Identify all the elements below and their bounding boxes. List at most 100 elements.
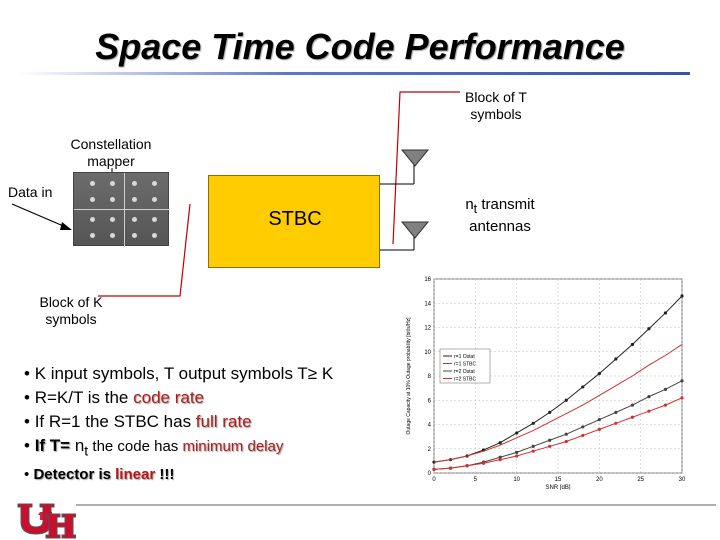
constellation-point	[110, 233, 115, 238]
data-point	[630, 403, 634, 407]
bullet-item: • R=K/T is the code rate	[24, 386, 333, 410]
series-line	[433, 344, 683, 463]
bullet-dot: •	[24, 436, 30, 455]
constellation-point	[132, 181, 137, 186]
bullet-4-mid: the code has	[88, 438, 183, 455]
data-point	[548, 410, 552, 414]
constellation-grid	[73, 172, 170, 247]
data-point	[614, 357, 618, 361]
legend-label: r=1 STBC	[454, 362, 476, 368]
data-point	[581, 433, 585, 438]
data-point	[581, 385, 585, 389]
data-point	[564, 432, 568, 436]
linear-highlight: linear	[115, 466, 156, 484]
data-point	[432, 467, 436, 471]
data-point	[448, 466, 453, 470]
bullet-item: • If R=1 the STBC has full rate	[24, 410, 333, 434]
data-point	[614, 421, 618, 425]
stbc-label: STBC	[268, 208, 322, 230]
data-point	[515, 450, 519, 454]
data-point	[498, 441, 502, 445]
antennas-line: antennas	[469, 218, 531, 235]
bullet-dot: •	[24, 388, 30, 407]
legend-label: r=2 Ostat	[454, 369, 475, 375]
constellation-point	[110, 197, 115, 202]
block-t-leader	[392, 91, 460, 245]
constellation-point	[132, 197, 137, 202]
constellation-point	[90, 217, 95, 222]
constellation-point	[132, 233, 137, 238]
bullet-dot: •	[24, 466, 30, 484]
legend-label: r=2 STBC	[454, 377, 476, 383]
data-point	[498, 455, 502, 459]
data-point	[515, 431, 519, 435]
bullet-5-end: !!!	[155, 466, 175, 484]
data-in-arrow	[11, 203, 69, 229]
series-line	[433, 397, 683, 470]
y-tick-label: 14	[424, 301, 431, 307]
data-point	[515, 454, 519, 458]
series-line	[433, 295, 683, 463]
nt-sub: t	[473, 202, 478, 216]
x-tick-label: 10	[513, 477, 520, 483]
data-point	[531, 444, 535, 448]
full-rate-highlight: full rate	[195, 412, 252, 431]
constellation-axis-h	[74, 209, 170, 210]
constellation-point	[110, 181, 115, 186]
bullet-dot: •	[24, 364, 30, 383]
constellation-point	[152, 233, 157, 238]
data-point	[597, 418, 601, 422]
x-axis-label: SNR [dB]	[545, 485, 570, 490]
constellation-point	[132, 217, 137, 222]
bullet-1-symbol: ≥	[307, 364, 318, 383]
data-point	[630, 415, 634, 419]
bullet-5-bold: Detector is	[33, 466, 116, 484]
antenna-icon	[380, 149, 430, 185]
legend-label: r=1 Ostat	[454, 354, 475, 360]
data-point	[680, 379, 684, 383]
data-point	[498, 458, 502, 462]
nt-line: nt transmit	[450, 196, 550, 218]
x-tick-label: 25	[637, 477, 644, 483]
block-t-line2: symbols	[470, 106, 522, 122]
x-tick-label: 0	[432, 477, 436, 483]
data-point	[564, 398, 568, 402]
block-t-label: Block of T symbols	[448, 89, 544, 123]
constellation-point	[152, 197, 157, 202]
capacity-chart: 0 5 10 15 20 25 30 0 2 4 6 8 10 12 14 16 SNR [dB] Outage …	[406, 277, 686, 490]
minimum-delay-highlight: minimum delay	[182, 438, 284, 455]
x-tick-label: 30	[679, 477, 686, 483]
data-point	[597, 427, 601, 431]
y-tick-label: 6	[428, 398, 432, 404]
title-underline	[18, 72, 690, 75]
legend-box	[439, 348, 491, 384]
data-point	[663, 387, 668, 391]
bullet-item: • Detector is linear !!!	[24, 463, 333, 487]
data-point	[663, 311, 668, 315]
data-point	[663, 403, 668, 407]
mapper-label: Constellation mapper	[58, 136, 164, 170]
block-t-line1: Block of T	[465, 89, 527, 105]
constellation-axis-v	[124, 173, 125, 247]
bullet-4-bold: If T=	[34, 436, 71, 455]
y-tick-label: 2	[428, 447, 432, 453]
university-logo-icon	[17, 503, 76, 539]
nt-antennas-label: nt transmit antennas	[450, 196, 550, 235]
constellation-point	[152, 181, 157, 186]
data-point	[614, 410, 618, 414]
y-tick-label: 10	[424, 350, 431, 356]
data-point	[630, 342, 634, 347]
bullet-1-end: K	[317, 364, 334, 383]
bullet-dot: •	[24, 412, 30, 431]
bullet-2-text: R=K/T is the	[34, 388, 134, 407]
y-tick-label: 8	[428, 374, 432, 380]
bullet-3-text: If R=1 the STBC has	[34, 412, 196, 431]
data-point	[465, 464, 469, 468]
bullet-4-sub: t	[84, 443, 89, 460]
data-point	[482, 461, 486, 465]
data-point	[548, 438, 552, 442]
data-point	[531, 421, 535, 425]
y-tick-label: 0	[428, 471, 432, 477]
nt-rest: transmit	[477, 196, 535, 213]
data-in-arrowhead	[60, 222, 72, 230]
